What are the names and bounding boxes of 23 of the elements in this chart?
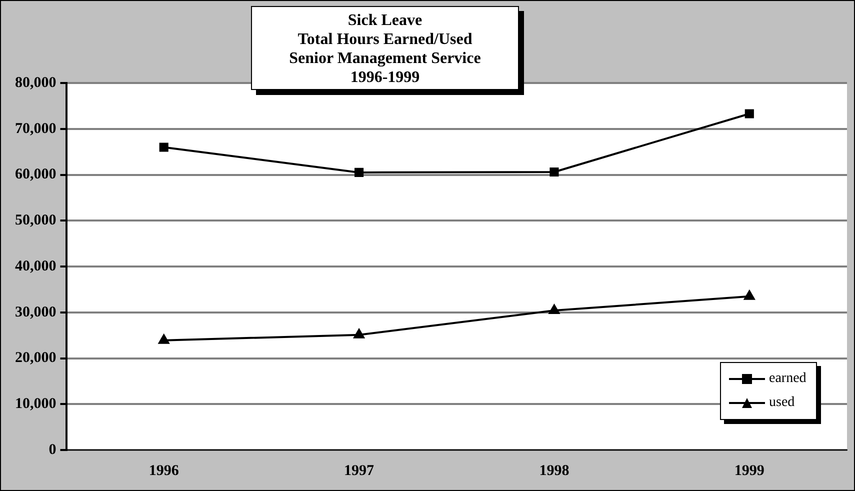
y-tick-label: 70,000 xyxy=(15,120,56,137)
y-tick-label: 10,000 xyxy=(15,396,56,412)
legend-label: earned xyxy=(769,371,806,387)
point xyxy=(744,109,754,118)
point xyxy=(354,168,364,177)
x-tick-label: 1996 xyxy=(148,462,180,479)
y-tick-label: 30,000 xyxy=(15,304,56,320)
x-tick-label: 1997 xyxy=(344,462,375,479)
y-tick-label: 50,000 xyxy=(15,212,56,228)
y-tick-label: 20,000 xyxy=(15,350,56,366)
y-tick-label: 60,000 xyxy=(15,166,56,183)
point xyxy=(158,334,170,344)
x-tick-label: 1999 xyxy=(734,462,764,479)
legend-label: used xyxy=(769,395,795,411)
y-tick-label: 0 xyxy=(48,442,56,458)
point xyxy=(550,167,559,177)
point xyxy=(744,290,755,300)
point xyxy=(354,328,364,338)
y-tick-label: 80,000 xyxy=(15,74,56,91)
x-tick-label: 1998 xyxy=(539,462,570,479)
point xyxy=(159,142,168,152)
y-tick-label: 40,000 xyxy=(15,258,56,274)
point xyxy=(548,304,560,314)
